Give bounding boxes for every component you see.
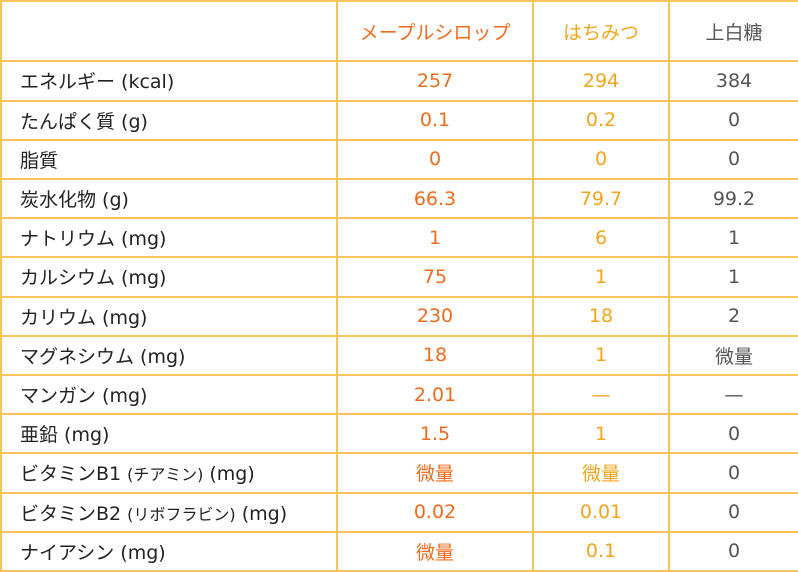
row-label: ナトリウム (mg) — [0, 217, 338, 259]
header-honey: はちみつ — [532, 0, 670, 63]
table-row: カルシウム (mg) 75 1 1 — [0, 256, 798, 298]
sugar-value: 0 — [668, 99, 798, 141]
table-row: マンガン (mg) 2.01 — — — [0, 373, 798, 416]
row-label-unit: (mg) — [241, 502, 288, 525]
sugar-value: 1 — [668, 256, 798, 298]
sugar-value: — — [668, 373, 798, 416]
honey-value: — — [532, 373, 670, 416]
row-label: マグネシウム (mg) — [0, 334, 338, 376]
sugar-value: 0 — [668, 452, 798, 494]
maple-value: 0.1 — [336, 99, 534, 141]
maple-value: 1 — [336, 217, 534, 259]
table-row: 脂質 0 0 0 — [0, 138, 798, 180]
maple-value: 18 — [336, 334, 534, 376]
row-label: たんぱく質 (g) — [0, 99, 338, 141]
row-label: カルシウム (mg) — [0, 256, 338, 298]
table-row: エネルギー (kcal) 257 294 384 — [0, 60, 798, 102]
row-label: ビタミンB1 (チアミン) (mg) — [0, 452, 338, 494]
table-row: ビタミンB1 (チアミン) (mg) 微量 微量 0 — [0, 452, 798, 494]
maple-value: 75 — [336, 256, 534, 298]
sugar-value: 384 — [668, 60, 798, 102]
maple-value: 257 — [336, 60, 534, 102]
header-white-sugar: 上白糖 — [668, 0, 798, 63]
honey-value: 1 — [532, 334, 670, 376]
table-row: ビタミンB2 (リボフラビン) (mg) 0.02 0.01 0 — [0, 491, 798, 533]
row-label-main: ビタミンB2 — [20, 502, 122, 525]
honey-value: 0.01 — [532, 491, 670, 533]
row-label: エネルギー (kcal) — [0, 60, 338, 102]
honey-value: 1 — [532, 413, 670, 455]
table-row: 炭水化物 (g) 66.3 79.7 99.2 — [0, 177, 798, 220]
row-label-sub: (リボフラビン) — [127, 504, 236, 524]
table-row: マグネシウム (mg) 18 1 微量 — [0, 334, 798, 376]
maple-value: 微量 — [336, 452, 534, 494]
table-row: カリウム (mg) 230 18 2 — [0, 295, 798, 337]
honey-value: 微量 — [532, 452, 670, 494]
honey-value: 0 — [532, 138, 670, 180]
header-row: メープルシロップ はちみつ 上白糖 — [0, 0, 798, 63]
row-label: マンガン (mg) — [0, 373, 338, 416]
row-label-sub: (チアミン) — [127, 465, 204, 485]
maple-value: 230 — [336, 295, 534, 337]
row-label: 炭水化物 (g) — [0, 177, 338, 220]
honey-value: 18 — [532, 295, 670, 337]
sugar-value: 0 — [668, 413, 798, 455]
header-maple-syrup: メープルシロップ — [336, 0, 534, 63]
sugar-value: 0 — [668, 491, 798, 533]
maple-value: 1.5 — [336, 413, 534, 455]
sugar-value: 0 — [668, 530, 798, 572]
honey-value: 1 — [532, 256, 670, 298]
sugar-value: 微量 — [668, 334, 798, 376]
sugar-value: 2 — [668, 295, 798, 337]
table-row: たんぱく質 (g) 0.1 0.2 0 — [0, 99, 798, 141]
table-row: ナイアシン (mg) 微量 0.1 0 — [0, 530, 798, 572]
honey-value: 0.2 — [532, 99, 670, 141]
maple-value: 0 — [336, 138, 534, 180]
row-label: ビタミンB2 (リボフラビン) (mg) — [0, 491, 338, 533]
honey-value: 79.7 — [532, 177, 670, 220]
row-label: ナイアシン (mg) — [0, 530, 338, 572]
row-label: 亜鉛 (mg) — [0, 413, 338, 455]
row-label-main: ビタミンB1 — [20, 463, 122, 486]
honey-value: 294 — [532, 60, 670, 102]
corner-cell — [0, 0, 338, 63]
sugar-value: 0 — [668, 138, 798, 180]
table-row: 亜鉛 (mg) 1.5 1 0 — [0, 413, 798, 455]
maple-value: 2.01 — [336, 373, 534, 416]
table-row: ナトリウム (mg) 1 6 1 — [0, 217, 798, 259]
honey-value: 6 — [532, 217, 670, 259]
row-label: 脂質 — [0, 138, 338, 180]
maple-value: 0.02 — [336, 491, 534, 533]
maple-value: 66.3 — [336, 177, 534, 220]
sugar-value: 99.2 — [668, 177, 798, 220]
sugar-value: 1 — [668, 217, 798, 259]
honey-value: 0.1 — [532, 530, 670, 572]
row-label: カリウム (mg) — [0, 295, 338, 337]
maple-value: 微量 — [336, 530, 534, 572]
row-label-unit: (mg) — [209, 463, 255, 486]
